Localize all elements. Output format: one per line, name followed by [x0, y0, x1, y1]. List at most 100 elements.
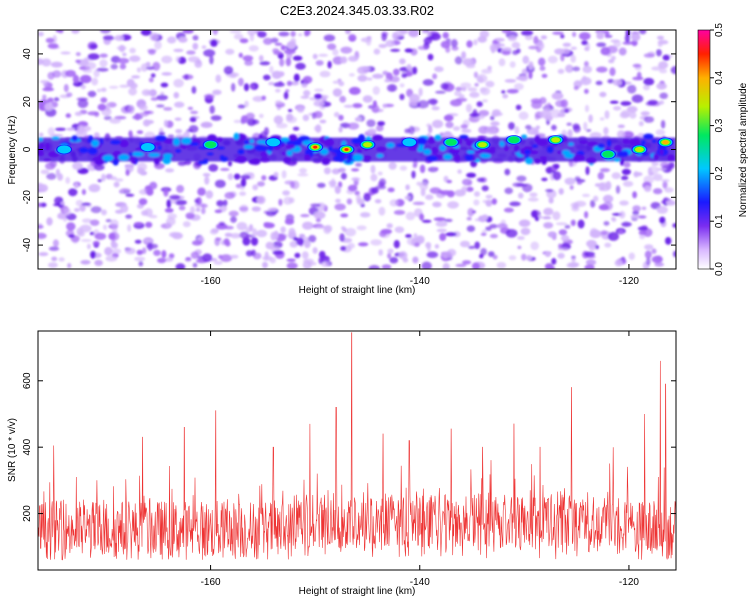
- noise-speckle: [148, 77, 154, 83]
- noise-speckle: [190, 110, 199, 115]
- noise-speckle: [318, 53, 329, 57]
- noise-speckle: [574, 200, 587, 207]
- noise-speckle: [504, 168, 511, 176]
- noise-speckle: [286, 80, 293, 86]
- band-blob: [280, 137, 290, 142]
- noise-speckle: [561, 48, 570, 55]
- x-tick-label: -120: [619, 577, 639, 588]
- noise-speckle: [387, 252, 392, 259]
- noise-speckle: [103, 115, 112, 121]
- noise-speckle: [528, 61, 534, 70]
- noise-speckle: [174, 101, 185, 108]
- noise-speckle: [580, 77, 592, 86]
- noise-speckle: [293, 236, 298, 241]
- noise-speckle: [242, 237, 251, 246]
- band-blob: [333, 155, 345, 162]
- noise-speckle: [525, 254, 533, 261]
- noise-speckle: [558, 188, 564, 195]
- noise-speckle: [372, 73, 384, 79]
- noise-speckle: [233, 173, 241, 180]
- noise-speckle: [427, 98, 438, 105]
- noise-speckle: [138, 261, 144, 267]
- band-blob: [260, 145, 268, 152]
- noise-speckle: [631, 39, 638, 47]
- band-blob: [249, 139, 254, 144]
- noise-speckle: [245, 112, 255, 120]
- spectrogram-signal-band: [38, 132, 676, 166]
- noise-speckle: [80, 84, 86, 90]
- noise-speckle: [267, 207, 278, 212]
- noise-speckle: [496, 262, 507, 269]
- noise-speckle: [551, 124, 557, 131]
- noise-speckle: [301, 251, 309, 259]
- noise-speckle: [638, 30, 647, 35]
- noise-speckle: [644, 244, 654, 251]
- noise-speckle: [80, 239, 92, 242]
- noise-speckle: [54, 127, 67, 131]
- hotspot: [445, 138, 457, 146]
- band-blob: [233, 132, 240, 140]
- noise-speckle: [358, 200, 364, 204]
- band-blob: [579, 140, 589, 144]
- noise-speckle: [99, 53, 108, 58]
- noise-speckle: [541, 73, 548, 78]
- noise-speckle: [129, 82, 138, 89]
- band-blob: [358, 134, 366, 142]
- noise-speckle: [114, 35, 125, 41]
- noise-speckle: [469, 91, 480, 98]
- noise-speckle: [489, 43, 499, 52]
- noise-speckle: [110, 176, 117, 181]
- noise-speckle: [340, 213, 349, 218]
- noise-speckle: [310, 203, 321, 207]
- noise-speckle: [149, 214, 158, 219]
- noise-speckle: [465, 103, 473, 113]
- noise-speckle: [298, 33, 303, 37]
- spectrogram-y-ticks: -40 -20 0 20 40: [22, 48, 676, 252]
- noise-speckle: [473, 39, 478, 46]
- noise-speckle: [557, 252, 565, 259]
- noise-speckle: [380, 228, 393, 235]
- noise-speckle: [218, 254, 223, 259]
- noise-speckle: [47, 43, 59, 49]
- noise-speckle: [258, 113, 264, 119]
- noise-speckle: [237, 104, 246, 109]
- noise-speckle: [163, 107, 173, 111]
- noise-speckle: [594, 183, 601, 187]
- noise-speckle: [387, 248, 394, 254]
- band-blob: [173, 138, 180, 146]
- noise-speckle: [434, 244, 440, 249]
- noise-speckle: [268, 81, 275, 86]
- noise-speckle: [405, 184, 410, 191]
- noise-speckle: [412, 201, 425, 206]
- noise-speckle: [257, 31, 267, 38]
- hotspot: [635, 146, 644, 153]
- noise-speckle: [77, 230, 85, 237]
- noise-speckle: [522, 55, 530, 64]
- noise-speckle: [308, 235, 317, 243]
- noise-speckle: [607, 231, 620, 241]
- noise-speckle: [183, 131, 190, 139]
- noise-speckle: [503, 207, 514, 213]
- noise-speckle: [672, 223, 676, 228]
- noise-speckle: [297, 173, 309, 177]
- noise-speckle: [173, 92, 180, 99]
- noise-speckle: [571, 256, 576, 263]
- noise-speckle: [567, 129, 573, 138]
- band-blob: [319, 148, 329, 156]
- noise-speckle: [477, 36, 488, 43]
- noise-speckle: [584, 104, 590, 113]
- noise-speckle: [496, 223, 508, 229]
- band-blob: [619, 158, 625, 166]
- noise-speckle: [48, 246, 60, 251]
- noise-speckle: [393, 210, 406, 215]
- noise-speckle: [447, 201, 459, 209]
- noise-speckle: [531, 100, 543, 109]
- x-tick-label: -140: [410, 577, 430, 588]
- noise-speckle: [623, 161, 631, 168]
- noise-speckle: [263, 222, 275, 229]
- noise-speckle: [630, 33, 641, 42]
- noise-speckle: [192, 262, 198, 268]
- noise-speckle: [65, 70, 76, 77]
- noise-speckle: [412, 256, 419, 264]
- noise-speckle: [455, 86, 463, 92]
